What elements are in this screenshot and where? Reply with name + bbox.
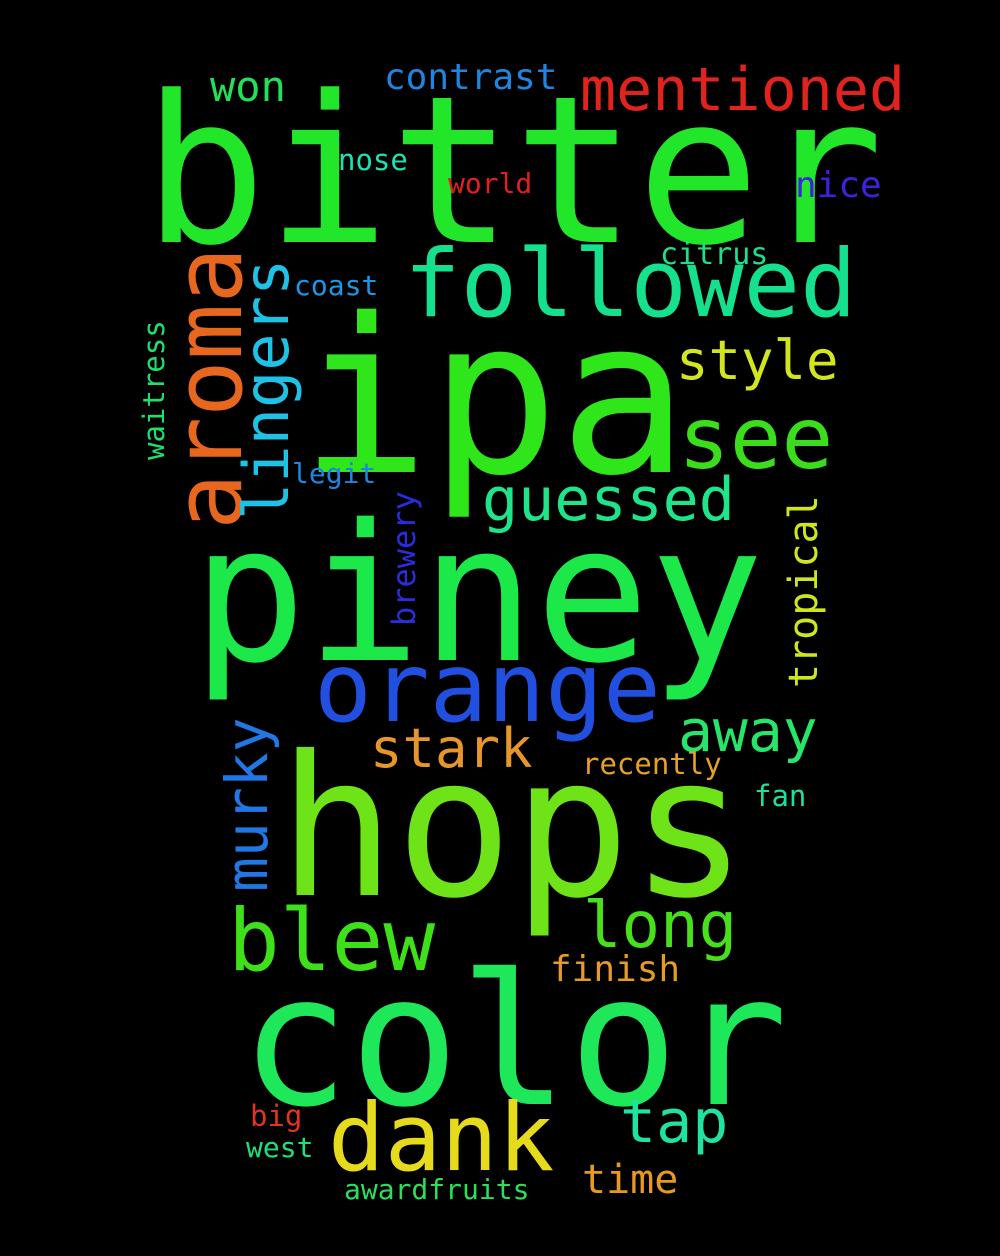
word-citrus: citrus: [660, 237, 769, 272]
word-fan: fan: [754, 779, 807, 813]
word-ipa: ipa: [300, 272, 689, 523]
word-tropical: tropical: [781, 495, 827, 688]
word-followed: followed: [404, 230, 857, 339]
word-west: west: [246, 1131, 314, 1164]
word-see: see: [678, 389, 834, 489]
word-time: time: [582, 1157, 679, 1203]
word-long: long: [583, 889, 738, 963]
word-guessed: guessed: [482, 465, 735, 535]
word-world: world: [448, 167, 533, 200]
word-piney: piney: [192, 484, 764, 705]
word-blew: blew: [228, 891, 436, 991]
word-brewery: brewery: [385, 491, 423, 626]
word-stark: stark: [370, 717, 533, 780]
word-finish: finish: [550, 949, 681, 990]
word-legit: legit: [292, 457, 377, 490]
word-nice: nice: [795, 165, 882, 206]
word-color: color: [240, 935, 788, 1147]
word-bitter: bitter: [143, 53, 884, 291]
word-murky: murky: [213, 717, 281, 892]
word-dank: dank: [328, 1084, 555, 1193]
word-won: won: [210, 62, 286, 111]
word-orange: orange: [314, 632, 661, 744]
word-style: style: [676, 329, 839, 392]
word-nose: nose: [338, 143, 408, 177]
word-lingers: lingers: [230, 258, 303, 520]
word-away: away: [678, 697, 818, 765]
word-waitress: waitress: [137, 320, 171, 460]
word-mentioned: mentioned: [580, 55, 906, 125]
word-hops: hops: [278, 714, 748, 941]
word-coast: coast: [294, 269, 379, 302]
word-contrast: contrast: [384, 57, 558, 98]
word-recently: recently: [582, 747, 722, 781]
word-tap: tap: [620, 1087, 729, 1157]
word-awardfruits: awardfruits: [344, 1173, 530, 1206]
word-big: big: [250, 1099, 303, 1133]
